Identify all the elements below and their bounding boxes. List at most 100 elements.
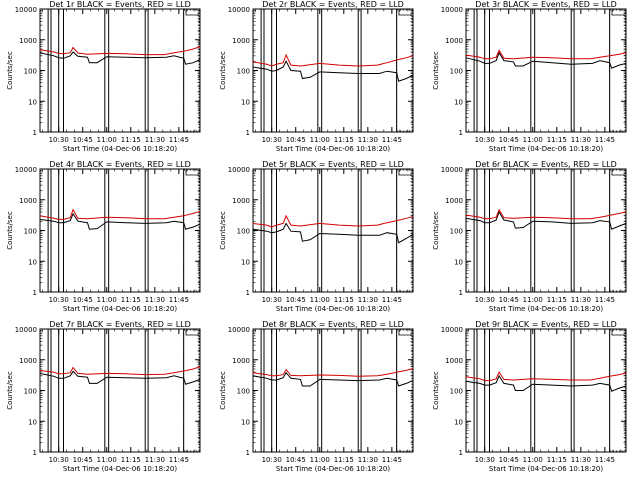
y-tick-label: 100 (450, 68, 463, 76)
x-tick-label: 11:00 (97, 456, 117, 464)
plot-frame (465, 8, 627, 133)
x-tick-label: 11:15 (547, 456, 567, 464)
x-tick-label: 11:00 (310, 456, 330, 464)
y-tick-label: 1 (246, 289, 250, 297)
x-tick-label: 11:30 (571, 456, 591, 464)
events-series-line (39, 370, 201, 385)
dotted-interval-box (396, 9, 413, 132)
y-tick-label: 10 (241, 418, 250, 426)
x-tick-label: 11:45 (382, 456, 402, 464)
events-series-line (39, 212, 201, 230)
y-tick-label: 10 (28, 258, 37, 266)
x-tick-label: 11:15 (334, 296, 354, 304)
y-tick-label: 10 (28, 418, 37, 426)
y-axis-label: Counts/sec (432, 211, 440, 250)
panel-det-7: Det 7r BLACK = Events, RED = LLD 1 10 100 10… (6, 320, 201, 473)
y-tick-label: 1000 (232, 37, 250, 45)
corner-bracket (611, 170, 625, 176)
x-tick-label: 10:45 (286, 296, 306, 304)
chart-title: Det 2r BLACK = Events, RED = LLD (262, 0, 404, 9)
y-tick-label: 100 (24, 68, 37, 76)
y-tick-label: 10000 (15, 326, 37, 334)
y-tick-label: 10 (454, 258, 463, 266)
y-axis-label: Counts/sec (6, 371, 14, 410)
lld-series-line (465, 208, 627, 220)
x-tick-label: 10:45 (286, 456, 306, 464)
dotted-interval-box (396, 329, 413, 452)
y-tick-label: 1000 (445, 197, 463, 205)
y-tick-label: 10 (241, 258, 250, 266)
y-tick-label: 10000 (441, 6, 463, 14)
corner-bracket (398, 10, 412, 16)
x-tick-label: 10:45 (73, 136, 93, 144)
panel-det-9: Det 9r BLACK = Events, RED = LLD 1 10 100 10… (432, 320, 627, 473)
y-tick-label: 1000 (445, 37, 463, 45)
x-axis-label: Start Time (04-Dec-06 10:18:20) (276, 465, 390, 473)
x-tick-label: 11:00 (523, 456, 543, 464)
dotted-interval-box (609, 329, 626, 452)
dotted-interval-box (609, 169, 626, 292)
y-tick-label: 10000 (441, 326, 463, 334)
y-axis-label: Counts/sec (219, 211, 227, 250)
y-tick-label: 100 (237, 388, 250, 396)
x-tick-label: 11:00 (310, 136, 330, 144)
corner-bracket (398, 170, 412, 176)
x-tick-label: 11:15 (334, 456, 354, 464)
plot-frame (465, 328, 627, 453)
y-tick-label: 100 (24, 388, 37, 396)
y-tick-label: 100 (24, 228, 37, 236)
panel-det-2: Det 2r BLACK = Events, RED = LLD 1 10 100 10… (219, 0, 414, 153)
plot-frame (465, 168, 627, 293)
x-tick-label: 10:45 (73, 296, 93, 304)
lld-series-line (39, 208, 201, 220)
y-tick-label: 10000 (228, 166, 250, 174)
x-tick-label: 11:45 (169, 136, 189, 144)
chart-title: Det 1r BLACK = Events, RED = LLD (49, 0, 191, 9)
lld-series-line (39, 366, 201, 376)
y-tick-label: 1 (459, 289, 463, 297)
x-tick-label: 10:30 (262, 296, 282, 304)
x-tick-label: 11:30 (358, 136, 378, 144)
lld-series-line (465, 49, 627, 60)
events-series-line (252, 60, 414, 82)
y-tick-label: 10000 (228, 6, 250, 14)
y-tick-label: 1000 (19, 357, 37, 365)
x-axis-label: Start Time (04-Dec-06 10:18:20) (276, 305, 390, 313)
x-tick-label: 11:45 (595, 456, 615, 464)
x-tick-label: 11:30 (145, 456, 165, 464)
x-axis-label: Start Time (04-Dec-06 10:18:20) (63, 305, 177, 313)
y-tick-label: 100 (237, 68, 250, 76)
chart-title: Det 5r BLACK = Events, RED = LLD (262, 160, 404, 169)
x-tick-label: 11:15 (334, 136, 354, 144)
y-axis-label: Counts/sec (219, 51, 227, 90)
dotted-interval-box (396, 169, 413, 292)
x-axis-label: Start Time (04-Dec-06 10:18:20) (489, 145, 603, 153)
dotted-interval-box (609, 9, 626, 132)
x-tick-label: 10:45 (73, 456, 93, 464)
panel-det-6: Det 6r BLACK = Events, RED = LLD 1 10 100 10… (432, 160, 627, 313)
x-tick-label: 11:15 (121, 456, 141, 464)
panel-det-8: Det 8r BLACK = Events, RED = LLD 1 10 100 10… (219, 320, 414, 473)
y-tick-label: 1 (33, 449, 37, 457)
y-tick-label: 10 (241, 98, 250, 106)
dotted-interval-box (183, 329, 200, 452)
y-tick-label: 10 (28, 98, 37, 106)
x-tick-label: 11:30 (145, 136, 165, 144)
x-tick-label: 11:15 (547, 296, 567, 304)
x-tick-label: 11:00 (97, 296, 117, 304)
lld-series-line (465, 370, 627, 382)
x-tick-label: 10:45 (499, 296, 519, 304)
x-tick-label: 10:45 (286, 136, 306, 144)
x-axis-label: Start Time (04-Dec-06 10:18:20) (63, 145, 177, 153)
lld-series-line (252, 214, 414, 228)
y-tick-label: 1000 (19, 197, 37, 205)
events-series-line (252, 371, 414, 387)
lld-series-line (252, 368, 414, 377)
y-tick-label: 1 (33, 289, 37, 297)
y-tick-label: 1 (246, 449, 250, 457)
x-tick-label: 10:30 (262, 456, 282, 464)
y-axis-label: Counts/sec (432, 51, 440, 90)
x-tick-label: 11:30 (358, 456, 378, 464)
x-tick-label: 11:30 (571, 136, 591, 144)
